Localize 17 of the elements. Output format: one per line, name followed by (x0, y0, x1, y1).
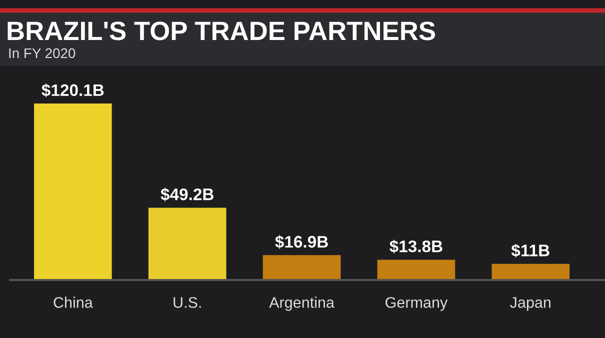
x-tick-label: U.S. (174, 297, 201, 308)
data-label: $49.2B (160, 188, 214, 202)
data-label: $11B (511, 244, 550, 258)
data-label: $13.8B (390, 240, 442, 254)
bar (262, 255, 341, 280)
chart-title: BRAZIL'S TOP TRADE PARTNERS (8, 22, 436, 40)
bar (34, 104, 112, 280)
chart-subtitle: In FY 2020 (9, 48, 76, 58)
bar (148, 208, 226, 280)
x-tick-label: Argentina (269, 296, 334, 311)
x-tick-label: China (54, 296, 93, 308)
data-label: $120.1B (42, 84, 104, 98)
bar (377, 260, 456, 280)
bar (492, 264, 570, 280)
data-label: $16.9B (275, 235, 328, 249)
x-tick-label: Germany (386, 297, 448, 311)
x-tick-label: Japan (510, 297, 550, 311)
